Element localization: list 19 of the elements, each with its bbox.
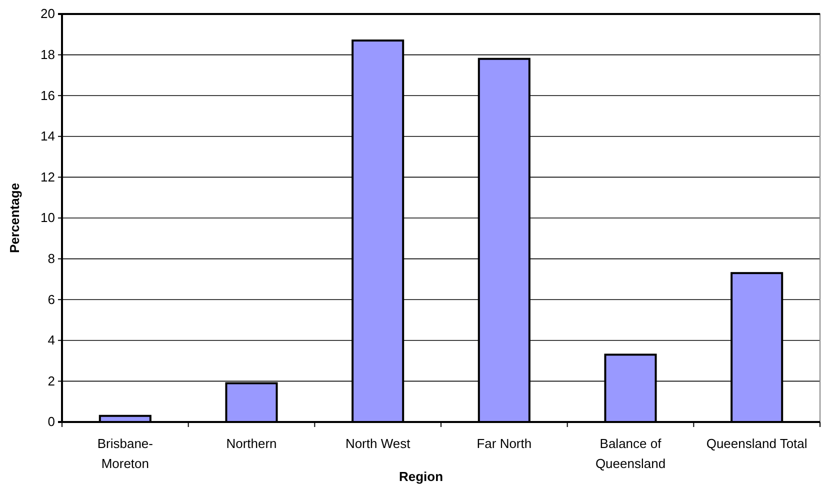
x-tick-label: Queensland Total (706, 436, 808, 451)
x-tick-label: Northern (226, 436, 277, 451)
y-tick-label: 8 (48, 250, 55, 266)
y-tick-label: 4 (48, 332, 55, 348)
y-tick-label: 0 (48, 414, 55, 430)
x-tick-label: North West (345, 436, 411, 451)
y-tick-label: 6 (48, 292, 55, 307)
y-axis-title: Percentage (7, 182, 22, 254)
x-tick-label: Far North (476, 436, 532, 451)
x-tick-label: Balance of Queensland (595, 436, 666, 471)
y-tick-label: 10 (40, 210, 55, 226)
y-tick-label: 14 (40, 128, 55, 144)
y-tick-label: 16 (40, 88, 55, 103)
y-tick-label: 20 (40, 6, 55, 22)
y-tick-label: 2 (48, 373, 55, 388)
x-axis-title: Region (398, 469, 444, 484)
x-tick-label: Brisbane-Moreton (97, 436, 153, 471)
y-tick-label: 18 (40, 46, 55, 62)
y-tick-label: 12 (40, 169, 55, 184)
